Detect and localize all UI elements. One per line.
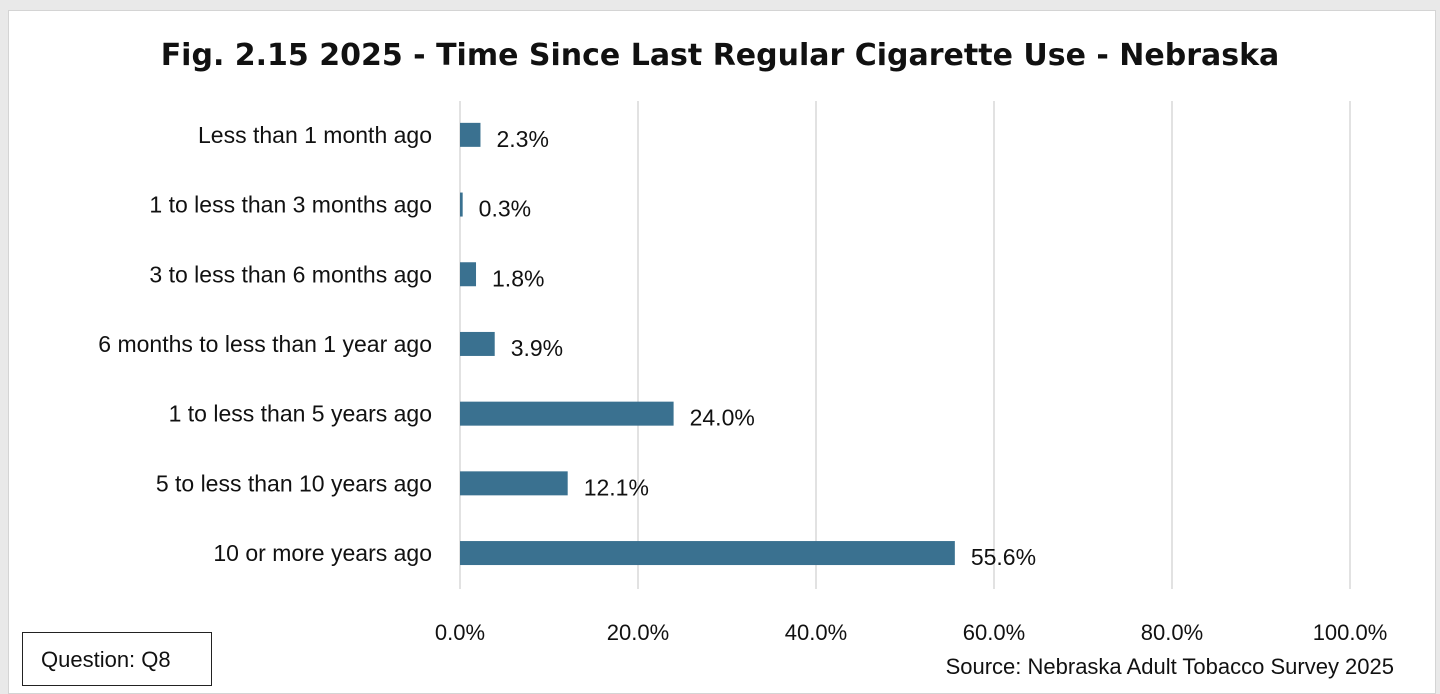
question-box: Question: Q8 [22,632,212,686]
data-label: 1.8% [492,265,544,291]
category-label: 1 to less than 5 years ago [169,401,432,427]
bar [460,401,674,426]
data-label: 2.3% [496,126,548,152]
x-tick-label: 80.0% [1141,620,1203,645]
bar [460,262,477,287]
bar [460,471,568,496]
data-label: 55.6% [971,544,1036,570]
bar [460,122,481,147]
category-label: 1 to less than 3 months ago [149,192,432,218]
category-label: 6 months to less than 1 year ago [98,331,432,357]
source-note: Source: Nebraska Adult Tobacco Survey 20… [945,654,1394,679]
category-label: Less than 1 month ago [198,122,432,148]
x-tick-label: 100.0% [1313,620,1388,645]
data-label: 0.3% [479,196,531,222]
data-label: 3.9% [511,335,563,361]
data-label: 12.1% [584,474,649,500]
bar [460,331,495,356]
data-label: 24.0% [690,405,755,431]
x-tick-label: 0.0% [435,620,485,645]
category-label: 10 or more years ago [213,540,432,566]
bar [460,541,955,566]
chart-frame [8,10,1436,694]
category-label: 5 to less than 10 years ago [156,470,432,496]
x-tick-label: 40.0% [785,620,847,645]
x-tick-label: 20.0% [607,620,669,645]
chart-title: Fig. 2.15 2025 - Time Since Last Regular… [160,38,1280,73]
category-label: 3 to less than 6 months ago [149,261,432,287]
x-tick-label: 60.0% [963,620,1025,645]
bar [460,192,463,217]
